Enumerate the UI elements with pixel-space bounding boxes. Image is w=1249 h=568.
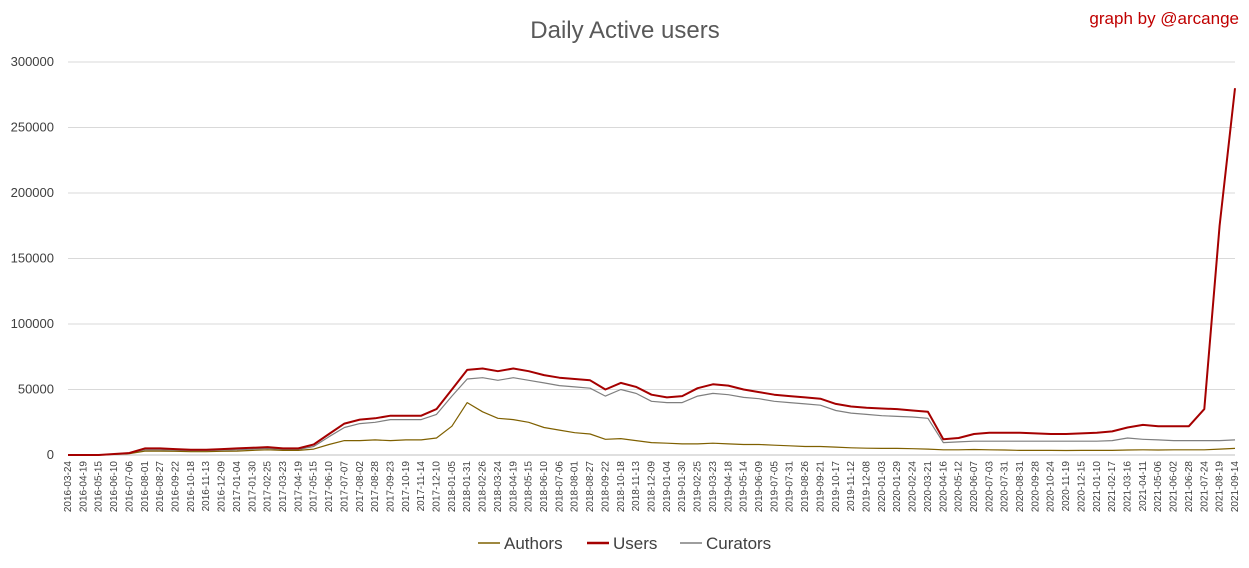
x-tick-label: 2019-10-17 xyxy=(831,461,842,513)
x-tick-label: 2021-02-17 xyxy=(1107,461,1118,513)
x-tick-label: 2021-09-14 xyxy=(1230,461,1241,513)
x-tick-label: 2018-09-22 xyxy=(600,461,611,513)
x-tick-label: 2019-11-12 xyxy=(846,461,857,512)
x-tick-label: 2020-06-07 xyxy=(969,461,980,513)
x-tick-label: 2021-07-24 xyxy=(1199,461,1210,513)
x-tick-label: 2018-08-01 xyxy=(570,461,581,513)
x-tick-label: 2017-04-19 xyxy=(293,461,304,513)
x-tick-label: 2021-01-10 xyxy=(1092,461,1103,513)
y-tick-label: 150000 xyxy=(11,251,54,266)
x-tick-label: 2017-06-10 xyxy=(324,461,335,513)
y-tick-label: 50000 xyxy=(18,382,54,397)
y-tick-label: 100000 xyxy=(11,316,54,331)
x-tick-label: 2018-02-26 xyxy=(478,461,489,513)
x-tick-label: 2017-03-23 xyxy=(278,461,289,513)
gridlines xyxy=(68,61,1235,456)
legend-label-authors: Authors xyxy=(504,534,563,553)
x-tick-label: 2020-11-19 xyxy=(1061,461,1072,512)
x-tick-label: 2017-08-02 xyxy=(355,461,366,513)
x-tick-label: 2019-01-30 xyxy=(677,461,688,513)
x-tick-label: 2018-12-09 xyxy=(647,461,658,513)
x-tick-label: 2020-09-28 xyxy=(1030,461,1041,513)
chart-title: Daily Active users xyxy=(530,17,719,44)
x-tick-label: 2021-03-16 xyxy=(1123,461,1134,513)
legend-label-users: Users xyxy=(613,534,657,553)
x-tick-label: 2017-09-23 xyxy=(385,461,396,513)
x-tick-label: 2018-10-18 xyxy=(616,461,627,513)
y-tick-label: 300000 xyxy=(11,54,54,69)
x-tick-label: 2019-03-23 xyxy=(708,461,719,513)
x-tick-label: 2016-04-19 xyxy=(78,461,89,513)
x-tick-label: 2020-02-24 xyxy=(908,461,919,513)
x-tick-label: 2017-02-25 xyxy=(263,461,274,513)
x-tick-label: 2018-11-13 xyxy=(631,461,642,512)
series-line-users xyxy=(68,88,1236,456)
x-tick-label: 2016-08-01 xyxy=(140,461,151,513)
y-axis: 0 50000 100000 150000 200000 250000 300000 xyxy=(11,54,54,462)
x-tick-label: 2016-08-27 xyxy=(155,461,166,513)
legend: Authors Users Curators xyxy=(478,534,771,553)
x-tick-label: 2018-05-15 xyxy=(524,461,535,513)
x-tick-label: 2016-05-15 xyxy=(94,461,105,513)
x-tick-label: 2019-01-04 xyxy=(662,461,673,513)
chart-credit: graph by @arcange xyxy=(1089,9,1239,28)
y-tick-label: 250000 xyxy=(11,120,54,135)
x-tick-label: 2020-05-12 xyxy=(954,461,965,513)
x-tick-label: 2016-03-24 xyxy=(63,461,74,513)
x-tick-label: 2017-05-15 xyxy=(309,461,320,513)
series-line-authors xyxy=(68,402,1236,456)
x-tick-label: 2017-12-10 xyxy=(432,461,443,513)
x-tick-label: 2017-08-28 xyxy=(370,461,381,513)
x-tick-label: 2017-07-07 xyxy=(339,461,350,513)
x-tick-label: 2018-07-06 xyxy=(554,461,565,513)
x-tick-label: 2016-06-10 xyxy=(109,461,120,513)
x-tick-label: 2018-01-05 xyxy=(447,461,458,513)
x-tick-label: 2021-04-11 xyxy=(1138,461,1149,512)
x-tick-label: 2018-01-31 xyxy=(462,461,473,513)
x-tick-label: 2020-12-15 xyxy=(1076,461,1087,513)
x-axis: 2016-03-24 2016-04-19 2016-05-15 2016-06-10… xyxy=(63,461,1241,513)
x-tick-label: 2018-03-24 xyxy=(493,461,504,513)
x-tick-label: 2017-11-14 xyxy=(416,461,427,512)
x-tick-label: 2019-07-05 xyxy=(769,461,780,513)
x-tick-label: 2018-04-19 xyxy=(508,461,519,513)
x-tick-label: 2016-09-22 xyxy=(170,461,181,513)
x-tick-label: 2019-02-25 xyxy=(693,461,704,513)
x-tick-label: 2017-10-19 xyxy=(401,461,412,513)
x-tick-label: 2016-07-06 xyxy=(124,461,135,513)
x-tick-label: 2021-06-28 xyxy=(1184,461,1195,513)
x-tick-label: 2019-05-14 xyxy=(739,461,750,513)
x-tick-label: 2019-06-09 xyxy=(754,461,765,513)
x-tick-label: 2017-01-30 xyxy=(247,461,258,513)
x-tick-label: 2018-06-10 xyxy=(539,461,550,513)
y-tick-label: 200000 xyxy=(11,185,54,200)
x-tick-label: 2020-04-16 xyxy=(938,461,949,513)
x-tick-label: 2020-07-03 xyxy=(984,461,995,513)
y-tick-label: 0 xyxy=(47,447,54,462)
x-tick-label: 2019-07-31 xyxy=(785,461,796,513)
x-tick-label: 2019-04-18 xyxy=(723,461,734,513)
x-tick-label: 2020-08-31 xyxy=(1015,461,1026,513)
x-tick-label: 2019-08-26 xyxy=(800,461,811,513)
x-tick-label: 2016-10-18 xyxy=(186,461,197,513)
x-tick-label: 2021-08-19 xyxy=(1215,461,1226,513)
x-tick-label: 2019-12-08 xyxy=(861,461,872,513)
x-tick-label: 2016-11-13 xyxy=(201,461,212,512)
x-tick-label: 2019-09-21 xyxy=(815,461,826,513)
x-tick-label: 2016-12-09 xyxy=(217,461,228,513)
x-tick-label: 2018-08-27 xyxy=(585,461,596,513)
legend-label-curators: Curators xyxy=(706,534,771,553)
x-tick-label: 2020-10-24 xyxy=(1046,461,1057,513)
x-tick-label: 2021-06-02 xyxy=(1169,461,1180,513)
x-tick-label: 2017-01-04 xyxy=(232,461,243,513)
x-tick-label: 2021-05-06 xyxy=(1153,461,1164,513)
x-tick-label: 2020-01-03 xyxy=(877,461,888,513)
series-lines xyxy=(68,88,1236,456)
x-tick-label: 2020-03-21 xyxy=(923,461,934,513)
x-tick-label: 2020-01-29 xyxy=(892,461,903,513)
x-tick-label: 2020-07-31 xyxy=(1000,461,1011,513)
series-line-curators xyxy=(68,377,1236,456)
